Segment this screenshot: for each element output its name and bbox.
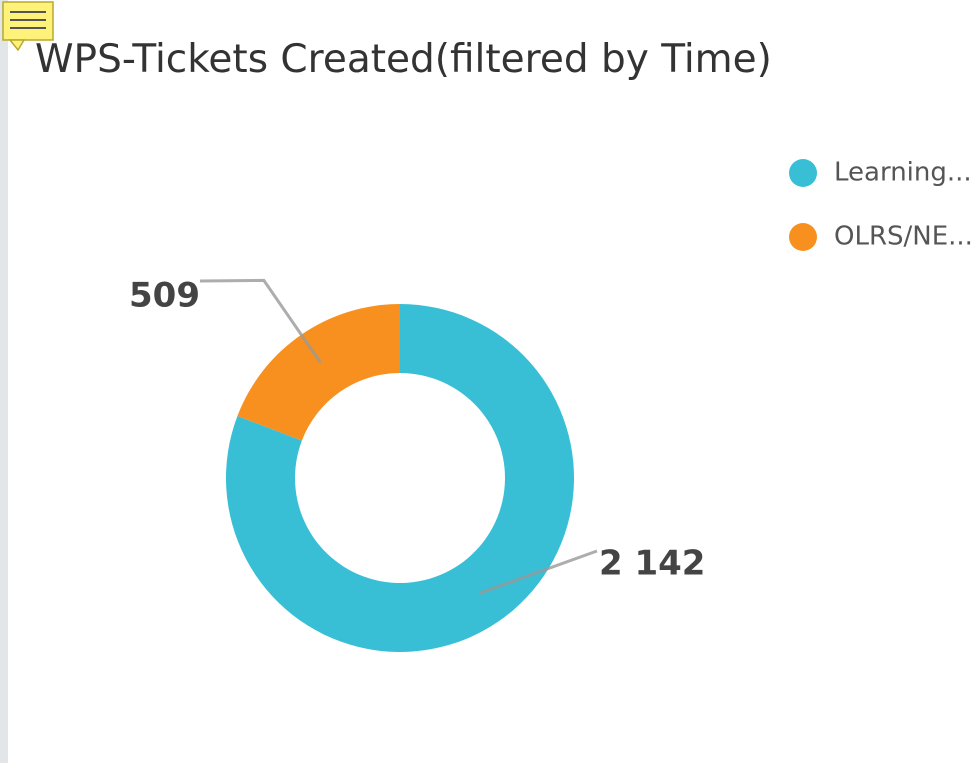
leader-line: [199, 278, 322, 364]
data-label: 2 142: [599, 544, 705, 584]
note-tail[interactable]: [8, 39, 26, 52]
note-icon[interactable]: [2, 1, 54, 52]
donut-slice: [226, 304, 574, 653]
chart-title: WPS-Tickets Created(filtered by Time): [35, 37, 772, 82]
donut-slice: [237, 304, 400, 441]
legend-swatch: [789, 159, 817, 187]
legend-label: OLRS/NE...: [834, 222, 973, 252]
legend-label: Learning...: [834, 158, 972, 188]
data-label: 509: [129, 276, 200, 316]
leader-line: [478, 549, 598, 595]
panel-border: [0, 0, 8, 763]
legend-swatch: [789, 223, 817, 251]
